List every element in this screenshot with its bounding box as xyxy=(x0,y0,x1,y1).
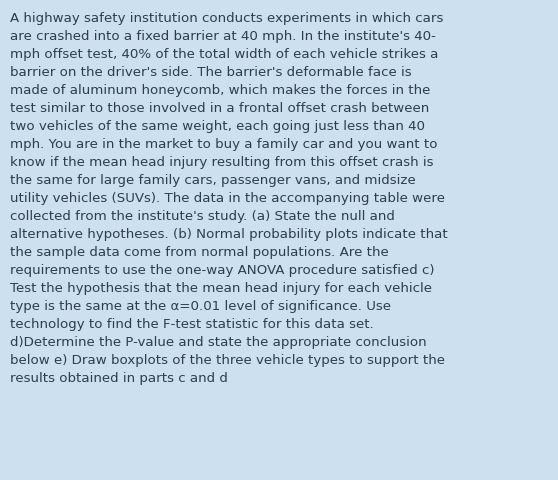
Text: A highway safety institution conducts experiments in which cars
are crashed into: A highway safety institution conducts ex… xyxy=(10,12,448,384)
